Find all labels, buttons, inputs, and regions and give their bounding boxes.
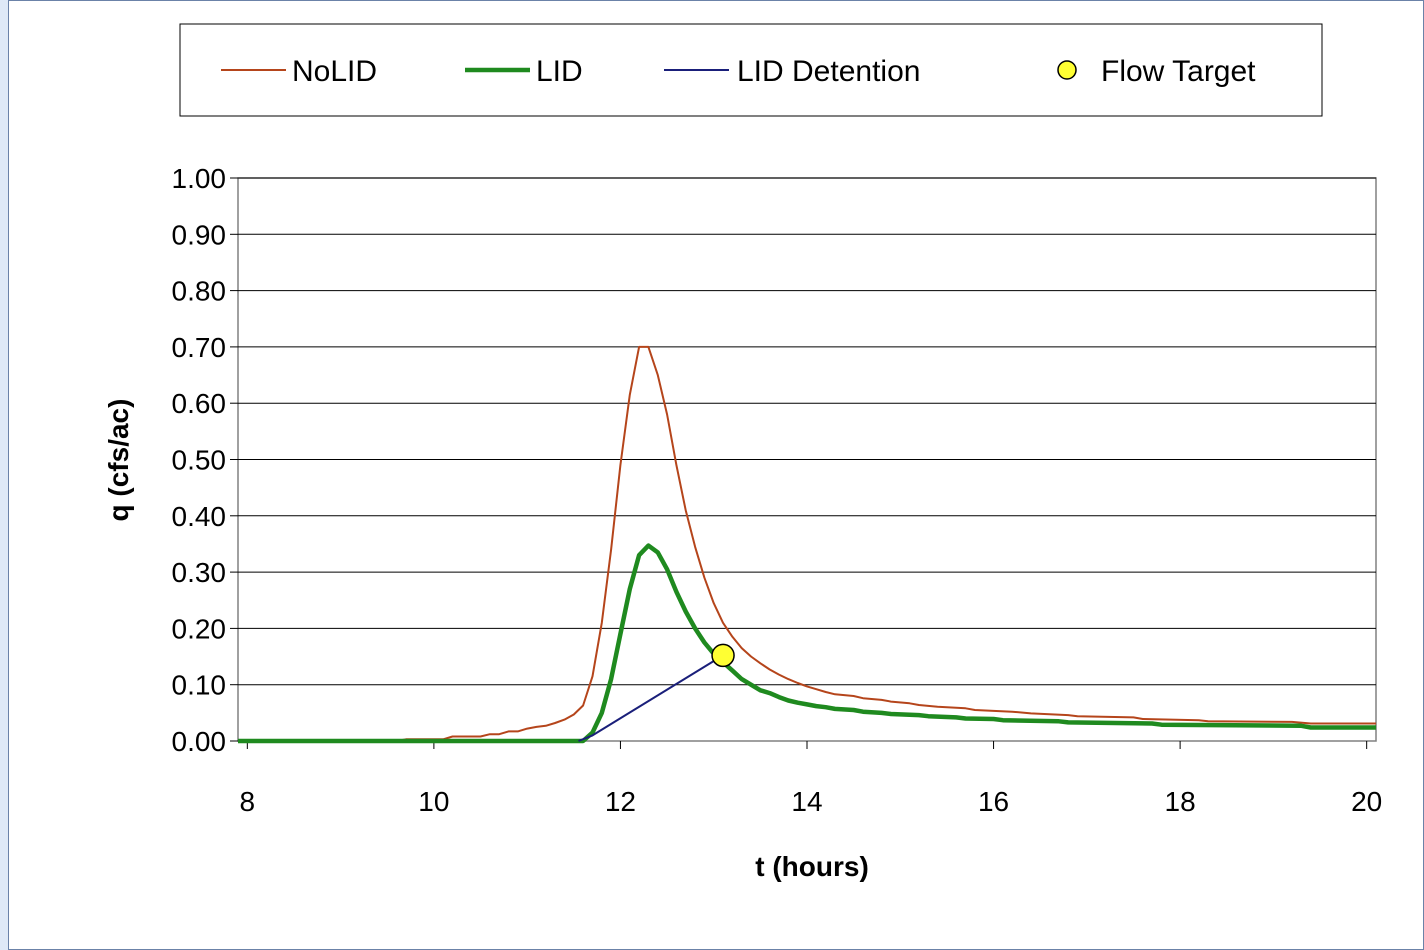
series-markers	[711, 643, 735, 668]
y-tick-label-10: 1.00	[172, 163, 227, 194]
x-tick-label-0: 8	[240, 786, 256, 817]
x-tick-label-3: 14	[791, 786, 822, 817]
y-tick-label-1: 0.10	[172, 670, 227, 701]
x-axis-title: t (hours)	[755, 851, 869, 882]
x-tick-label-4: 16	[978, 786, 1009, 817]
legend-label-lid-detention: LID Detention	[737, 55, 920, 88]
legend-label-flow-target: Flow Target	[1101, 55, 1256, 88]
series-lines	[238, 345, 1376, 744]
y-axis-title: q (cfs/ac)	[103, 399, 134, 522]
x-tick-label-6: 20	[1351, 786, 1382, 817]
x-tick-label-1: 10	[418, 786, 449, 817]
y-tick-label-3: 0.30	[172, 557, 227, 588]
y-tick-label-8: 0.80	[172, 276, 227, 307]
y-tick-label-6: 0.60	[172, 388, 227, 419]
y-tick-label-2: 0.20	[172, 613, 227, 644]
legend-label-lid: LID	[536, 55, 583, 88]
marker-flow-target-0	[711, 643, 735, 668]
series-line-lid	[238, 543, 1376, 744]
y-tick-label-0: 0.00	[172, 726, 227, 757]
legend-label-nolid: NoLID	[292, 55, 377, 88]
legend-marker-flow-target	[1057, 60, 1077, 80]
series-line-lid-detention	[578, 654, 724, 742]
y-axis-ticks: 0.00 0.10 0.20 0.30 0.40 0.50 0.60 0.70 0.80 0.90…	[172, 163, 238, 757]
y-tick-label-5: 0.50	[172, 445, 227, 476]
y-tick-label-4: 0.40	[172, 501, 227, 532]
x-axis-ticks: 8 10 12 14 16 18 20	[240, 741, 1382, 817]
frame-left-edge	[0, 0, 9, 950]
legend: NoLID LID LID Detention Flow Target	[221, 55, 1256, 88]
gridlines	[238, 177, 1376, 686]
x-tick-label-5: 18	[1165, 786, 1196, 817]
x-tick-label-2: 12	[605, 786, 636, 817]
y-tick-label-9: 0.90	[172, 219, 227, 250]
legend-box	[179, 23, 1323, 117]
series-line-nolid	[238, 345, 1376, 742]
y-tick-label-7: 0.70	[172, 332, 227, 363]
